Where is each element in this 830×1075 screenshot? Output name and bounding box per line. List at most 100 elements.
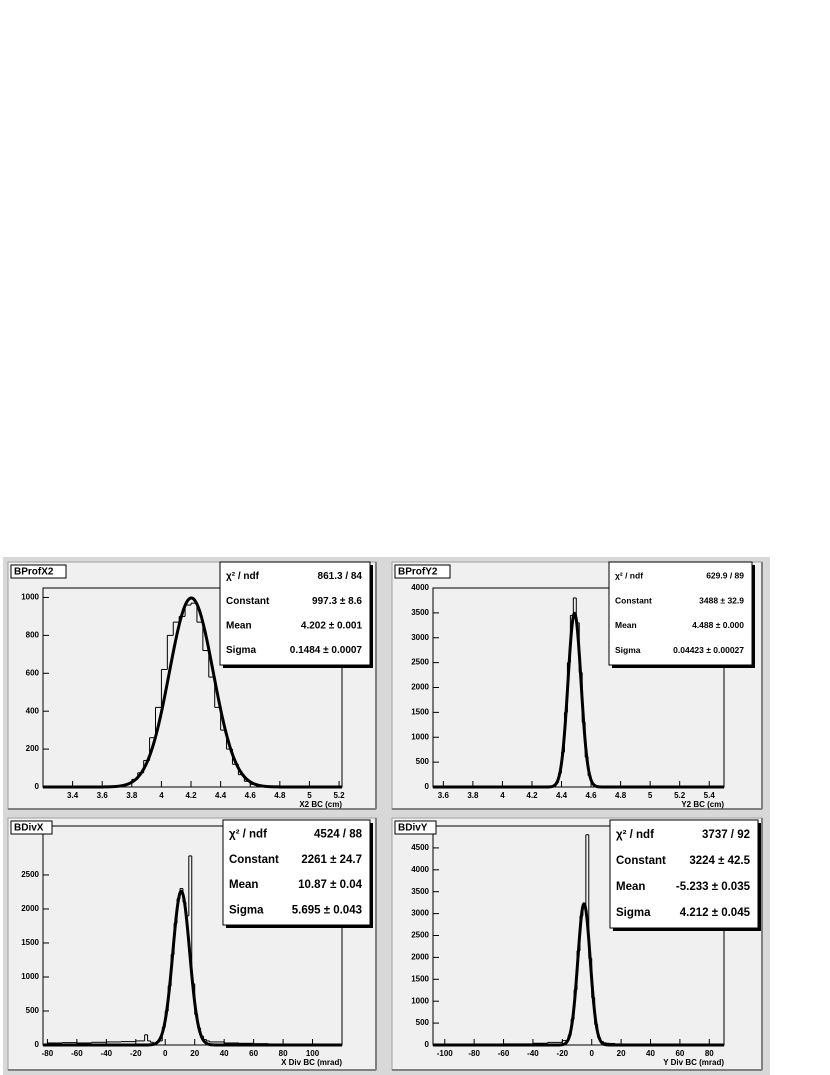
x-tick-label: 0: [163, 1049, 168, 1058]
stats-label: Sigma: [615, 645, 641, 655]
y-tick-label: 1000: [411, 732, 429, 741]
y-tick-label: 0: [425, 1040, 430, 1049]
y-tick-label: 0: [35, 782, 40, 791]
y-tick-label: 400: [26, 706, 40, 715]
x-tick-label: -60: [498, 1049, 510, 1058]
stats-label: χ² / ndf: [229, 829, 267, 841]
y-tick-label: 4000: [411, 583, 429, 592]
stats-label: Sigma: [616, 907, 651, 919]
stats-label: Mean: [226, 621, 252, 632]
y-tick-label: 1500: [411, 974, 429, 983]
y-tick-label: 1000: [21, 593, 39, 602]
title-box: [10, 564, 67, 579]
x-tick-label: 40: [220, 1049, 229, 1058]
x-tick-label: 0: [590, 1049, 595, 1058]
x-tick-label: 4.8: [615, 791, 627, 800]
x-tick-label: -40: [101, 1049, 113, 1058]
x-axis-label: Y2 BC (cm): [681, 800, 724, 809]
fit-curve: [433, 611, 724, 789]
y-tick-label: 200: [26, 744, 40, 753]
x-tick-label: 4.6: [585, 791, 597, 800]
stats-box: [219, 561, 371, 666]
x-tick-label: 4: [500, 791, 505, 800]
stats-value: 3737 / 92: [702, 829, 750, 841]
stats-label: Sigma: [229, 904, 264, 916]
stats-label: Sigma: [226, 645, 256, 656]
stats-value: 4524 / 88: [314, 829, 363, 841]
chart-title: BProfX2: [14, 567, 54, 578]
x-axis-label: Y Div BC (mrad): [663, 1058, 724, 1067]
x-tick-label: 5.2: [674, 791, 686, 800]
x-tick-label: 4.2: [526, 791, 538, 800]
y-tick-label: 0: [35, 1040, 40, 1049]
chart-title: BDivX: [14, 823, 44, 834]
x-tick-label: 4.8: [274, 791, 286, 800]
stats-label: Constant: [615, 595, 652, 605]
y-tick-label: 2000: [21, 904, 39, 913]
x-tick-label: 3.6: [438, 791, 450, 800]
x-tick-label: 4.6: [245, 791, 257, 800]
x-tick-label: 100: [306, 1049, 320, 1058]
x-tick-label: -40: [527, 1049, 539, 1058]
y-tick-label: 500: [26, 1006, 40, 1015]
stats-value: 0.04423 ± 0.00027: [673, 645, 744, 655]
stats-value: 3488 ± 32.9: [699, 595, 744, 605]
y-tick-label: 1000: [411, 996, 429, 1005]
x-tick-label: 20: [617, 1049, 626, 1058]
stats-value: 861.3 / 84: [318, 571, 363, 582]
stats-label: Constant: [229, 854, 279, 866]
x-tick-label: -60: [71, 1049, 83, 1058]
x-tick-label: 4.4: [215, 791, 227, 800]
x-tick-label: 40: [646, 1049, 655, 1058]
x-tick-label: -80: [42, 1049, 54, 1058]
x-tick-label: 20: [190, 1049, 199, 1058]
stats-value: 5.695 ± 0.043: [292, 904, 362, 916]
y-tick-label: 500: [416, 757, 430, 766]
y-tick-label: 4500: [411, 843, 429, 852]
x-tick-label: 3.8: [126, 791, 138, 800]
x-tick-label: -100: [437, 1049, 454, 1058]
stats-value: 4.488 ± 0.000: [692, 620, 744, 630]
y-tick-label: 4000: [411, 865, 429, 874]
x-tick-label: 80: [279, 1049, 288, 1058]
stats-label: χ² / ndf: [615, 571, 643, 581]
y-tick-label: 1000: [21, 972, 39, 981]
y-tick-label: 500: [416, 1018, 430, 1027]
y-tick-label: 0: [425, 782, 430, 791]
x-tick-label: 3.6: [97, 791, 109, 800]
y-tick-label: 3000: [411, 633, 429, 642]
title-box: [10, 820, 53, 835]
stats-box: [608, 561, 753, 666]
fit-curve: [433, 902, 724, 1047]
x-tick-label: 4.2: [185, 791, 197, 800]
title-box: [394, 564, 451, 579]
stats-label: Mean: [229, 879, 258, 891]
y-tick-label: 3500: [411, 887, 429, 896]
stats-value: 10.87 ± 0.04: [298, 879, 362, 891]
x-tick-label: 3.4: [67, 791, 79, 800]
x-tick-label: -80: [468, 1049, 480, 1058]
x-tick-label: 60: [249, 1049, 258, 1058]
x-tick-label: 4.4: [556, 791, 568, 800]
stats-label: χ² / ndf: [226, 571, 260, 582]
stats-value: 2261 ± 24.7: [301, 854, 362, 866]
x-tick-label: 60: [675, 1049, 684, 1058]
x-tick-label: 3.8: [467, 791, 479, 800]
stats-box: [222, 819, 371, 926]
x-tick-label: -20: [557, 1049, 569, 1058]
stats-value: 629.9 / 89: [706, 571, 744, 581]
y-tick-label: 2500: [21, 870, 39, 879]
x-tick-label: 5.4: [704, 791, 716, 800]
stats-label: Mean: [616, 881, 645, 893]
y-tick-label: 3500: [411, 608, 429, 617]
stats-value: 4.212 ± 0.045: [680, 907, 751, 919]
y-tick-label: 800: [26, 630, 40, 639]
stats-label: Constant: [616, 855, 666, 867]
y-tick-label: 2000: [411, 953, 429, 962]
stats-value: -5.233 ± 0.035: [676, 881, 751, 893]
x-tick-label: 5: [648, 791, 653, 800]
chart-title: BProfY2: [398, 567, 438, 578]
stats-value: 997.3 ± 8.6: [312, 596, 362, 607]
